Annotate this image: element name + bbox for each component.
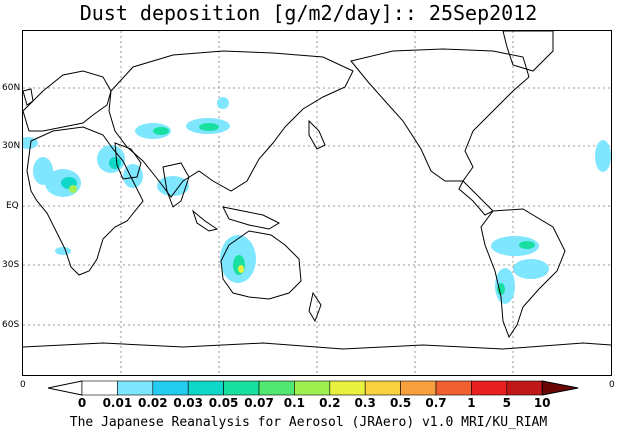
- lon-label-left: 0: [20, 380, 26, 390]
- colorbar-cell: [187, 380, 224, 396]
- coastline: [108, 50, 354, 198]
- colorbar-tick-label: 0.3: [354, 396, 376, 410]
- colorbar-cell: [294, 380, 331, 396]
- colorbar-tick-label: 0.7: [425, 396, 447, 410]
- colorbar-cell: [435, 380, 472, 396]
- colorbar-cell: [364, 380, 401, 396]
- colorbar-cell: [471, 380, 508, 396]
- coastline: [220, 230, 302, 300]
- colorbar-cell: [117, 380, 154, 396]
- colorbar-cell: [329, 380, 366, 396]
- colorbar-labels: 0 0.01 0.02 0.03 0.05 0.07 0.1 0.2 0.3 0.5 0.7 1 5 10: [0, 396, 617, 412]
- coastline: [114, 142, 142, 180]
- dust-blob: [495, 268, 515, 304]
- coastline: [26, 126, 144, 276]
- colorbar-tick-label: 0.05: [208, 396, 239, 410]
- dust-blob: [233, 255, 245, 275]
- dust-blob: [153, 127, 169, 135]
- lat-label-60s: 60S: [2, 320, 20, 330]
- dust-blob: [497, 283, 505, 295]
- colorbar-tick-label: 0.02: [137, 396, 168, 410]
- colorbar-high-arrow: [541, 380, 579, 396]
- colorbar-cell: [223, 380, 260, 396]
- map-panel: [18, 30, 612, 376]
- coastline: [162, 162, 190, 208]
- colorbar-cell: [152, 380, 189, 396]
- coastline: [308, 119, 326, 150]
- colorbar-tick-label: 0.03: [173, 396, 203, 410]
- dust-blob: [199, 123, 219, 131]
- dust-blob: [109, 157, 121, 169]
- world-map: [18, 30, 612, 375]
- dust-blob: [519, 241, 535, 249]
- dust-blob: [69, 185, 77, 193]
- lat-label-30s: 30S: [2, 260, 20, 270]
- coastline: [480, 208, 566, 339]
- coastline: [458, 180, 494, 216]
- coastline: [22, 342, 612, 350]
- coastline: [22, 88, 34, 106]
- dust-blob: [157, 176, 189, 196]
- coastline: [308, 291, 322, 323]
- lon-label-right: 0: [609, 380, 615, 390]
- colorbar-cell: [506, 380, 543, 396]
- colorbar-cell: [400, 380, 437, 396]
- colorbar-tick-label: 0.2: [319, 396, 341, 410]
- lat-label-30n: 30N: [2, 141, 21, 151]
- colorbar-tick-label: 0.1: [283, 396, 306, 410]
- coastline: [191, 209, 219, 232]
- coastline: [502, 30, 554, 72]
- colorbar-cell: [258, 380, 295, 396]
- lat-label-60n: 60N: [2, 83, 21, 93]
- colorbar-tick-label: 0.5: [389, 396, 412, 410]
- colorbar-tick-label: 10: [533, 396, 551, 410]
- coastlines: [22, 30, 612, 350]
- gridlines: [23, 31, 611, 375]
- colorbar-cell: [81, 380, 118, 396]
- colorbar-low-arrow: [47, 380, 83, 396]
- dust-blob: [55, 247, 71, 255]
- coastline: [350, 48, 530, 182]
- colorbar-tick-label: 5: [502, 396, 511, 410]
- coastline: [22, 70, 112, 132]
- dust-blob: [513, 259, 549, 279]
- dust-blob: [217, 97, 229, 109]
- colorbar-tick-label: 0.07: [244, 396, 274, 410]
- colorbar-tick-label: 1: [467, 396, 476, 410]
- colorbar-tick-label: 0: [77, 396, 87, 410]
- lat-label-eq: EQ: [6, 201, 19, 211]
- colorbar-tick-label: 0.01: [102, 396, 133, 410]
- footer-credit: The Japanese Reanalysis for Aerosol (JRA…: [69, 415, 548, 430]
- colorbar: [47, 380, 579, 396]
- coastline: [222, 206, 281, 230]
- dust-blob: [595, 140, 611, 172]
- map-title: Dust deposition [g/m2/day]:: 25Sep2012: [79, 1, 538, 25]
- dust-blob: [238, 265, 244, 273]
